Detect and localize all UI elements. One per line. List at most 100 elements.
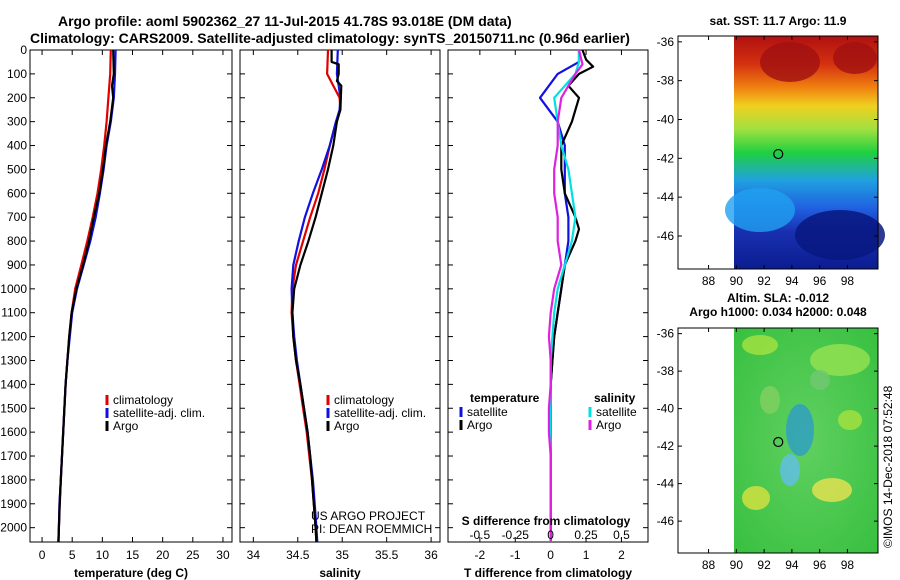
legend-label: Argo	[467, 418, 493, 432]
map-frame	[677, 327, 879, 554]
map-x-tick-label: 94	[785, 558, 799, 572]
y-tick-label: 1000	[0, 282, 27, 296]
map-sla: -36 -38 -40 -42 -44 -46 88 90 92 94 96 98	[657, 327, 879, 572]
x-tick-label: 5	[69, 548, 76, 562]
map-y-tick-label: -44	[657, 190, 675, 204]
series-line-salinity-satellite	[549, 50, 581, 542]
map-y-tick-label: -46	[657, 514, 675, 528]
y-tick-label: 1800	[0, 473, 27, 487]
map-y-tick-label: -42	[657, 439, 675, 453]
map-y-tick-label: -42	[657, 151, 675, 165]
y-tick-label: 1900	[0, 497, 27, 511]
map-x-tick-label: 94	[785, 274, 799, 288]
y-tick-label: 1600	[0, 425, 27, 439]
sst-map-title: sat. SST: 11.7 Argo: 11.9	[710, 14, 847, 28]
map-y-tick-label: -40	[657, 402, 675, 416]
legend-label: Argo	[596, 418, 622, 432]
sla-patch	[812, 478, 852, 502]
series-line-climatology	[290, 49, 342, 543]
legend-label: satellite-adj. clim.	[113, 406, 205, 420]
credit-line2: PI: DEAN ROEMMICH	[311, 522, 432, 536]
map-x-tick-label: 92	[757, 558, 771, 572]
sst-warm-patch	[833, 42, 877, 74]
map-y-tick-label: -38	[657, 364, 675, 378]
chart-title-line1: Argo profile: aoml 5902362_27 11-Jul-201…	[58, 13, 512, 29]
map-x-tick-label: 92	[757, 274, 771, 288]
sla-patch	[810, 370, 830, 390]
x-axis-label: temperature (deg C)	[74, 566, 188, 580]
x-tick-label: 10	[96, 548, 110, 562]
map-x-tick-label: 90	[730, 274, 744, 288]
legend-label: Argo	[334, 419, 360, 433]
x-tick-label: 0	[547, 548, 554, 562]
x-tick-label: 15	[126, 548, 140, 562]
s-diff-tick-label: 0.5	[613, 528, 630, 542]
x-tick-label: 0	[39, 548, 46, 562]
argo-position-marker	[773, 148, 784, 160]
map-frame	[677, 35, 879, 270]
y-tick-label: 2000	[0, 521, 27, 535]
y-tick-label: 900	[7, 258, 27, 272]
panel-salinity: 34 34.5 35 35.5 36 salinity climatologysatelli…	[239, 49, 441, 580]
x-tick-label: 2	[618, 548, 625, 562]
series-line-climatology	[57, 49, 112, 543]
s-diff-tick-label: 0.25	[574, 528, 598, 542]
map-x-tick-label: 90	[730, 558, 744, 572]
y-tick-label: 1700	[0, 449, 27, 463]
x-tick-label: 35.5	[375, 548, 399, 562]
x-tick-label: 35	[336, 548, 350, 562]
sla-map-title-line1: Altim. SLA: -0.012	[727, 291, 829, 305]
y-tick-label: 1500	[0, 401, 27, 415]
axes-frame	[239, 49, 441, 543]
map-y-tick-label: -36	[657, 327, 675, 341]
map-x-tick-label: 88	[702, 558, 716, 572]
x-tick-label: 34	[247, 548, 261, 562]
x-tick-label: 1	[583, 548, 590, 562]
sst-cool-patch	[725, 188, 795, 232]
x-axis-label: T difference from climatology	[464, 566, 632, 580]
y-tick-label: 1300	[0, 353, 27, 367]
map-x-tick-label: 98	[841, 274, 855, 288]
legend-label: satellite-adj. clim.	[334, 406, 426, 420]
y-tick-label: 800	[7, 234, 27, 248]
y-tick-label: 1200	[0, 330, 27, 344]
legend-title-salinity: salinity	[594, 391, 636, 405]
map-y-tick-label: -44	[657, 477, 675, 491]
chart-title-line2: Climatology: CARS2009. Satellite-adjuste…	[30, 30, 630, 46]
legend-label: climatology	[334, 393, 394, 407]
map-x-tick-label: 98	[841, 558, 855, 572]
y-tick-label: 1100	[1, 306, 27, 320]
argo-position-marker	[773, 436, 784, 448]
x-tick-label: 20	[156, 548, 170, 562]
y-tick-label: 500	[7, 162, 27, 176]
credit-line1: US ARGO PROJECT	[311, 509, 426, 523]
map-x-tick-label: 96	[813, 274, 827, 288]
legend-label: climatology	[113, 393, 173, 407]
map-x-tick-label: 96	[813, 558, 827, 572]
sla-patch	[786, 404, 814, 456]
y-tick-label: 600	[7, 186, 27, 200]
y-tick-label: 300	[7, 115, 27, 129]
series-line-salinity-argo	[547, 49, 584, 542]
x-tick-label: 34.5	[286, 548, 310, 562]
sla-patch	[760, 386, 780, 414]
sla-patch	[780, 454, 800, 486]
y-tick-label: 0	[20, 43, 27, 57]
sla-map-title-line2: Argo h1000: 0.034 h2000: 0.048	[689, 305, 867, 319]
panel-difference: -2 -1 0 1 2 T difference from climatology S di…	[447, 49, 649, 580]
map-y-tick-label: -40	[657, 112, 675, 126]
legend-label: Argo	[113, 419, 139, 433]
map-y-tick-label: -36	[657, 35, 675, 49]
sst-cold-patch	[795, 210, 885, 260]
map-sst: -36 -38 -40 -42 -44 -46 88 90 92 94 96 98	[657, 35, 885, 288]
y-tick-label: 200	[7, 91, 27, 105]
sla-patch	[742, 335, 778, 355]
sla-patch	[810, 344, 870, 376]
y-tick-label: 400	[7, 139, 27, 153]
y-tick-label: 1400	[0, 377, 27, 391]
map-y-tick-label: -38	[657, 74, 675, 88]
legend-title-temperature: temperature	[470, 391, 540, 405]
x-tick-label: 25	[186, 548, 200, 562]
legend-label: satellite	[596, 405, 637, 419]
